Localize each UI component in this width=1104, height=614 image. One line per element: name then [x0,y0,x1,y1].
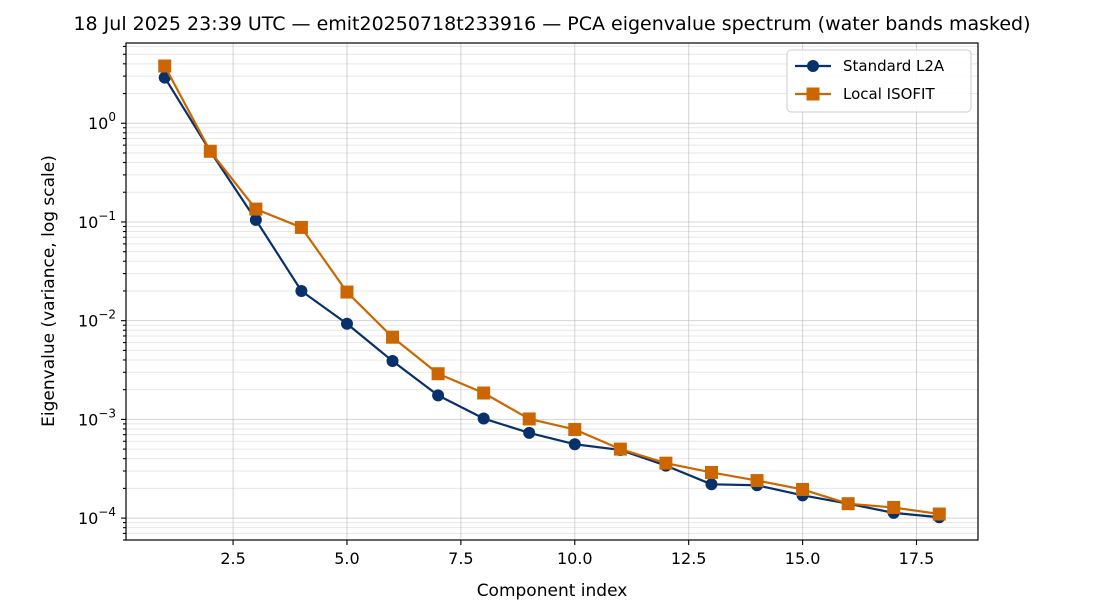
legend-item: Local ISOFIT [795,85,935,103]
data-point [796,482,810,496]
x-axis-label: Component index [477,581,628,601]
data-point [386,355,399,368]
legend-label: Local ISOFIT [843,85,935,103]
y-tick-label: 100 [88,110,116,133]
data-point [841,497,855,511]
y-axis-label: Eigenvalue (variance, log scale) [39,155,59,427]
data-point [750,474,764,488]
legend-box [786,49,972,113]
data-point [522,412,536,426]
x-tick-label: 10.0 [557,549,593,568]
data-point [613,442,627,456]
data-point [203,144,217,158]
data-point [932,507,946,521]
x-tick-label: 12.5 [671,549,707,568]
x-tick-label: 2.5 [220,549,245,568]
data-point [477,386,491,400]
y-tick-label: 10−3 [78,406,116,429]
data-point [340,317,353,330]
data-point [249,213,262,226]
data-point [477,412,490,425]
series-standard-l2a [158,71,946,524]
data-point [568,438,581,451]
x-tick-label: 7.5 [448,549,473,568]
data-point [158,59,172,73]
x-tick-label: 5.0 [334,549,359,568]
plot-area [125,42,979,541]
x-tick-label: 15.0 [785,549,821,568]
data-point [249,202,263,216]
data-point [704,465,718,479]
legend: Standard L2A Local ISOFIT [786,49,972,113]
x-axis: 2.5 5.0 7.5 10.0 12.5 15.0 17.5 [220,540,934,568]
data-point [523,426,536,439]
series-line [163,65,940,516]
legend-item: Standard L2A [795,57,945,75]
data-point [158,71,171,84]
y-axis: 10−4 10−3 10−2 10−1 100 [78,45,126,541]
series-layer [158,59,946,524]
data-point [705,478,718,491]
data-point [887,501,901,515]
data-point [294,220,308,234]
data-point [432,389,445,402]
series-local-isofit [158,59,946,521]
x-tick-label: 17.5 [899,549,935,568]
data-point [568,422,582,436]
grid [126,43,978,541]
y-tick-label: 10−2 [78,308,116,331]
y-tick-label: 10−1 [78,209,116,232]
data-point [386,330,400,344]
legend-marker [806,87,820,101]
data-point [295,284,308,297]
data-point [340,285,354,299]
data-point [659,456,673,470]
chart-title: 18 Jul 2025 23:39 UTC — emit20250718t233… [73,13,1030,35]
legend-marker [807,60,819,72]
legend-label: Standard L2A [843,57,945,75]
data-point [431,367,445,381]
y-tick-label: 10−4 [78,505,116,528]
series-line [163,77,940,519]
